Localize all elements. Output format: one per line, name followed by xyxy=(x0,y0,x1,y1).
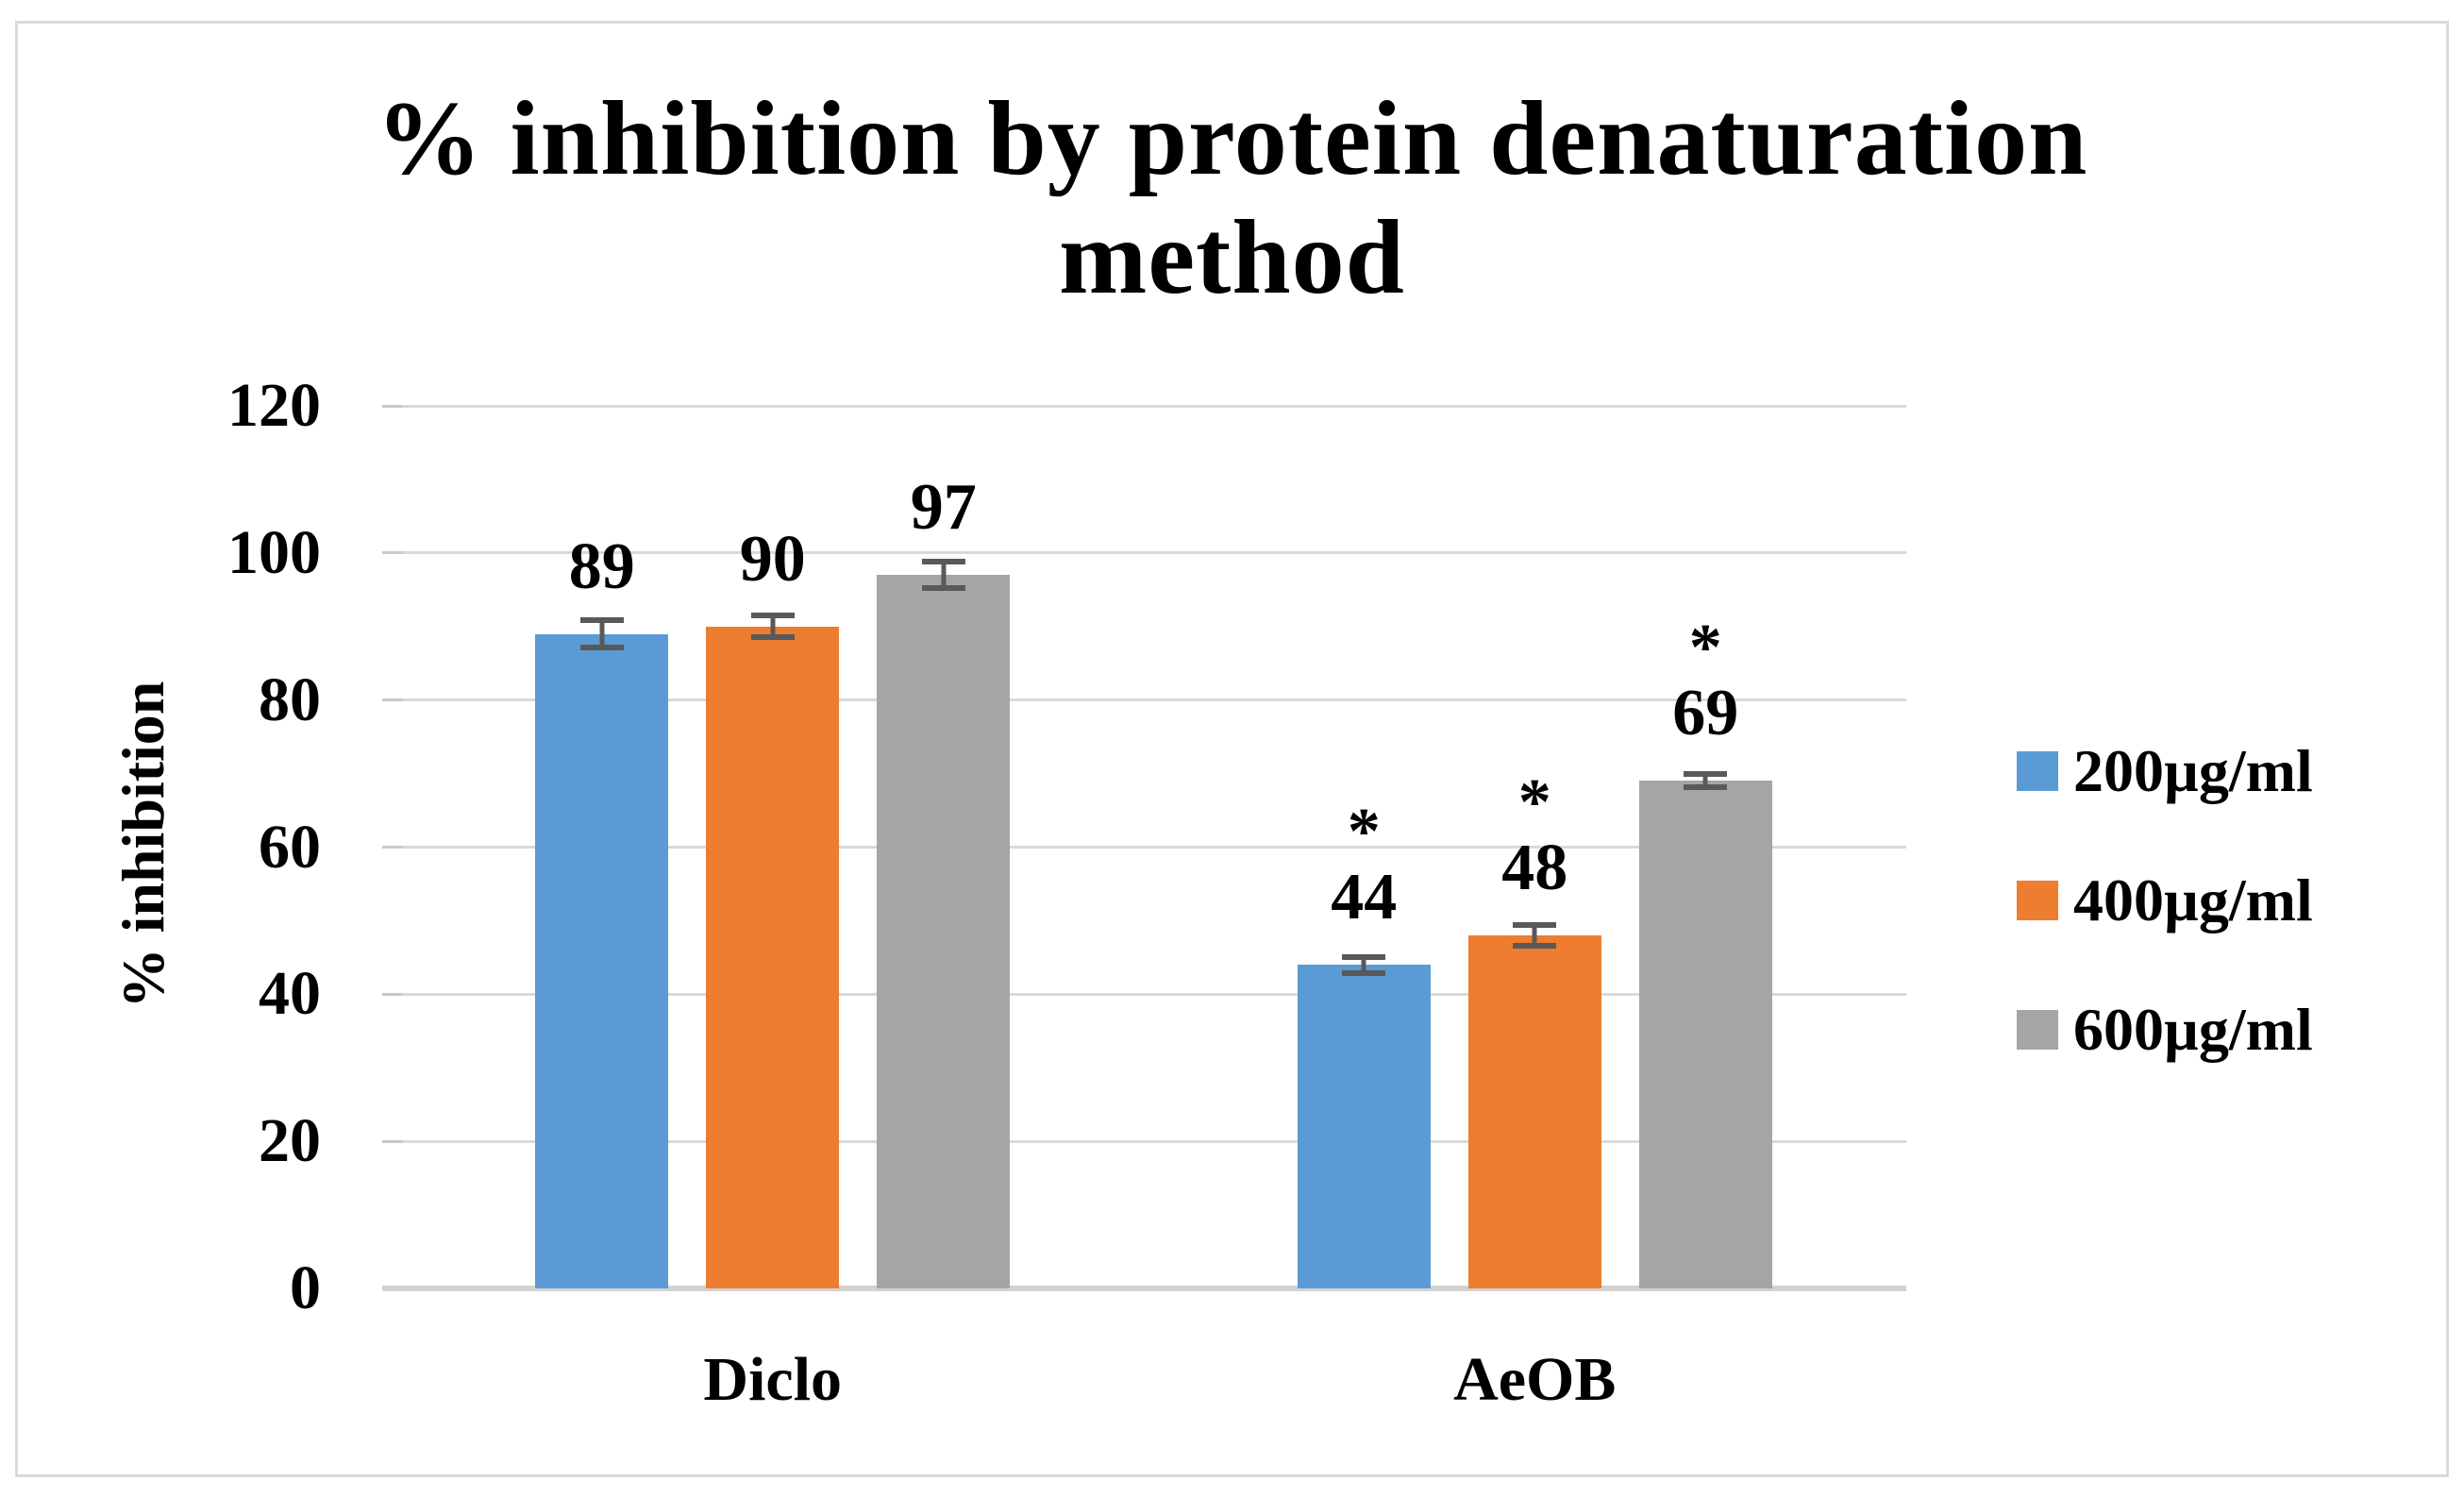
error-bar xyxy=(750,613,795,641)
data-label-AeOB-600µg/ml: * 69 xyxy=(1564,612,1847,750)
axis-tick xyxy=(382,698,403,702)
data-label-Diclo-200µg/ml: 89 xyxy=(461,530,744,603)
error-bar xyxy=(1342,953,1386,976)
error-bar-cap-bottom xyxy=(1513,942,1557,949)
error-bar-line xyxy=(941,562,947,589)
chart-title-line-2: method xyxy=(1059,199,1405,316)
error-bar-line xyxy=(599,619,605,648)
gridline-60 xyxy=(382,846,1906,849)
axis-tick xyxy=(382,1139,403,1143)
legend-label: 200µg/ml xyxy=(2073,737,2313,804)
axis-tick xyxy=(382,551,403,555)
error-bar-line xyxy=(770,615,776,638)
data-label-value: 97 xyxy=(910,471,977,545)
error-bar-cap-bottom xyxy=(1684,784,1728,791)
y-tick-label-100: 100 xyxy=(227,517,321,587)
bar-AeOB-200µg/ml xyxy=(1297,965,1431,1288)
gridline-40 xyxy=(382,992,1906,996)
data-label-AeOB-400µg/ml: * 48 xyxy=(1393,766,1676,904)
gridline-100 xyxy=(382,551,1906,555)
error-bar xyxy=(1513,922,1557,949)
gridline-120 xyxy=(382,404,1906,408)
error-bar-line xyxy=(1361,956,1366,973)
plot-area: 89 90 97 Diclo * 44 * 48 * 69 AeOB xyxy=(382,404,1906,1413)
error-bar-cap-bottom xyxy=(579,645,624,651)
error-bar-cap-top xyxy=(921,559,965,565)
error-bar-cap-bottom xyxy=(921,585,965,592)
y-tick-label-40: 40 xyxy=(259,959,321,1029)
error-bar-cap-top xyxy=(1342,953,1386,960)
error-bar xyxy=(579,616,624,651)
legend-label: 600µg/ml xyxy=(2073,996,2313,1063)
gridline-0 xyxy=(382,1286,1906,1291)
significance-asterisk: * xyxy=(1688,612,1722,685)
chart-frame xyxy=(15,21,2449,1477)
error-bar-cap-bottom xyxy=(1342,969,1386,976)
bar-Diclo-200µg/ml xyxy=(535,633,669,1288)
legend-item-200: 200µg/ml xyxy=(2017,737,2313,804)
bar-AeOB-400µg/ml xyxy=(1467,935,1601,1288)
significance-asterisk: * xyxy=(1517,766,1551,839)
legend-swatch xyxy=(2017,881,2058,920)
x-category-label-Diclo: Diclo xyxy=(703,1345,843,1414)
y-tick-label-0: 0 xyxy=(290,1253,321,1322)
error-bar-cap-top xyxy=(1513,922,1557,929)
axis-tick xyxy=(382,846,403,849)
y-tick-label-20: 20 xyxy=(259,1106,321,1176)
y-tick-label-60: 60 xyxy=(259,812,321,882)
x-category-label-AeOB: AeOB xyxy=(1453,1345,1617,1414)
error-bar-cap-top xyxy=(1684,771,1728,778)
chart-title: % inhibition by protein denaturation met… xyxy=(0,79,2464,317)
data-label-value: 69 xyxy=(1672,677,1739,750)
error-bar-line xyxy=(1702,774,1708,788)
data-label-Diclo-600µg/ml: 97 xyxy=(802,473,1085,543)
chart-title-line-1: % inhibition by protein denaturation xyxy=(376,80,2088,197)
data-label-value: 44 xyxy=(1331,861,1398,934)
error-bar-line xyxy=(1532,925,1537,946)
y-tick-label-120: 120 xyxy=(227,371,321,440)
legend: 200µg/ml 400µg/ml 600µg/ml xyxy=(2017,737,2313,1132)
data-label-AeOB-200µg/ml: * 44 xyxy=(1222,796,1505,934)
data-label-value: 48 xyxy=(1501,832,1568,904)
legend-swatch xyxy=(2017,1010,2058,1050)
error-bar-cap-bottom xyxy=(750,634,795,641)
error-bar-cap-top xyxy=(750,613,795,619)
axis-tick xyxy=(382,992,403,996)
y-tick-label-80: 80 xyxy=(259,664,321,734)
bar-Diclo-400µg/ml xyxy=(706,626,840,1288)
data-label-Diclo-400µg/ml: 90 xyxy=(631,522,914,596)
error-bar-cap-top xyxy=(579,616,624,623)
data-label-value: 90 xyxy=(739,522,806,596)
error-bar xyxy=(921,559,965,592)
axis-tick xyxy=(382,404,403,408)
legend-item-600: 600µg/ml xyxy=(2017,996,2313,1063)
legend-label: 400µg/ml xyxy=(2073,866,2313,934)
bar-AeOB-600µg/ml xyxy=(1638,781,1772,1288)
bar-Diclo-600µg/ml xyxy=(877,575,1011,1288)
error-bar xyxy=(1684,771,1728,791)
legend-swatch xyxy=(2017,751,2058,791)
legend-item-400: 400µg/ml xyxy=(2017,866,2313,934)
data-label-value: 89 xyxy=(568,530,635,603)
gridline-80 xyxy=(382,698,1906,702)
gridline-20 xyxy=(382,1139,1906,1143)
significance-asterisk: * xyxy=(1347,796,1381,869)
